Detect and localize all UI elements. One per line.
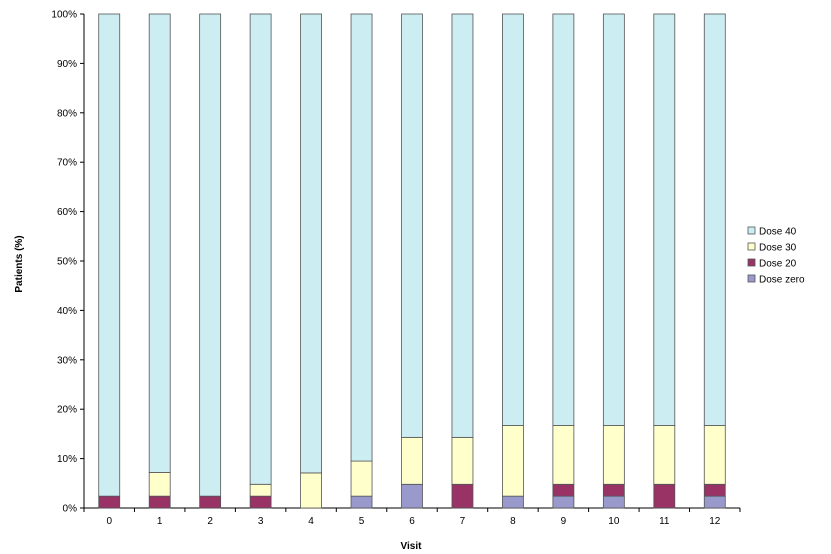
x-tick-label: 4: [308, 516, 314, 527]
bar-segment: [98, 495, 121, 509]
bar-segment: [249, 13, 272, 485]
y-tick-label: 50%: [57, 257, 77, 268]
bar-segment: [249, 483, 272, 497]
x-tick-label: 0: [106, 516, 112, 527]
bar-segment: [602, 495, 625, 509]
bar-segment: [653, 13, 676, 426]
x-tick-label: 1: [157, 516, 163, 527]
y-tick-label: 0%: [63, 504, 78, 515]
bar-segment: [451, 436, 474, 485]
bar-segment: [703, 13, 726, 426]
x-tick-label: 3: [258, 516, 264, 527]
x-tick-label: 6: [409, 516, 415, 527]
bar-segment: [249, 495, 272, 509]
y-tick-label: 90%: [57, 59, 77, 70]
y-axis-title: Patients (%): [14, 235, 25, 292]
bar-segment: [653, 425, 676, 485]
bar-segment: [401, 436, 423, 485]
x-tick-label: 10: [608, 516, 620, 527]
bar-segment: [350, 13, 373, 462]
bar-segment: [148, 13, 171, 473]
legend: Dose 40 Dose 30 Dose 20 Dose zero: [745, 221, 831, 293]
bar-segment: [602, 483, 625, 497]
legend-label: Dose 20: [759, 259, 797, 270]
bar-segment: [300, 472, 322, 509]
x-axis: 0 1 2 3 4 5 6 7 8 9 10 11 12: [83, 507, 741, 527]
bar-segment: [199, 13, 222, 497]
bar-segment: [703, 495, 726, 509]
bar-segment: [401, 483, 423, 509]
y-tick-label: 80%: [57, 108, 77, 119]
bar-segment: [502, 425, 524, 497]
bar-segment: [552, 495, 575, 509]
bar-segment: [602, 425, 625, 485]
bar-segment: [653, 483, 676, 509]
x-tick-label: 9: [561, 516, 567, 527]
y-tick-label: 100%: [51, 10, 77, 21]
x-tick-label: 5: [359, 516, 365, 527]
y-axis: 0% 10% 20% 30% 40% 50% 60% 70% 80% 90% 100%: [51, 10, 85, 515]
bar-segment: [602, 13, 625, 426]
x-tick-label: 2: [207, 516, 213, 527]
y-tick-label: 70%: [57, 158, 77, 169]
bar-segment: [703, 425, 726, 485]
bar-segment: [703, 483, 726, 497]
legend-swatch: [747, 258, 756, 267]
legend-swatch: [747, 226, 756, 235]
bar-segment: [300, 13, 322, 474]
legend-label: Dose 30: [759, 243, 797, 254]
y-tick-label: 40%: [57, 306, 77, 317]
y-tick-label: 20%: [57, 405, 77, 416]
y-tick-label: 30%: [57, 355, 77, 366]
bar-segment: [199, 495, 222, 509]
bar-segment: [350, 495, 373, 509]
legend-label: Dose zero: [759, 275, 805, 286]
bar-segment: [552, 483, 575, 497]
bar-segment: [502, 13, 524, 426]
y-tick-label: 60%: [57, 207, 77, 218]
bars: [98, 13, 726, 509]
legend-swatch: [747, 274, 756, 283]
x-axis-title: Visit: [401, 541, 423, 552]
bar-segment: [451, 483, 474, 509]
bar-segment: [552, 425, 575, 485]
x-tick-label: 8: [510, 516, 516, 527]
x-tick-label: 11: [659, 516, 670, 527]
bar-segment: [148, 472, 171, 497]
x-tick-label: 7: [460, 516, 466, 527]
bar-segment: [350, 460, 373, 497]
legend-label: Dose 40: [759, 227, 797, 238]
bar-segment: [451, 13, 474, 438]
bar-segment: [401, 13, 423, 438]
bar-segment: [148, 495, 171, 509]
legend-box: [745, 221, 831, 293]
y-tick-label: 10%: [57, 454, 77, 465]
bar-segment: [502, 495, 524, 509]
bar-segment: [552, 13, 575, 426]
legend-swatch: [747, 242, 756, 251]
x-tick-label: 12: [709, 516, 721, 527]
bar-segment: [98, 13, 121, 497]
